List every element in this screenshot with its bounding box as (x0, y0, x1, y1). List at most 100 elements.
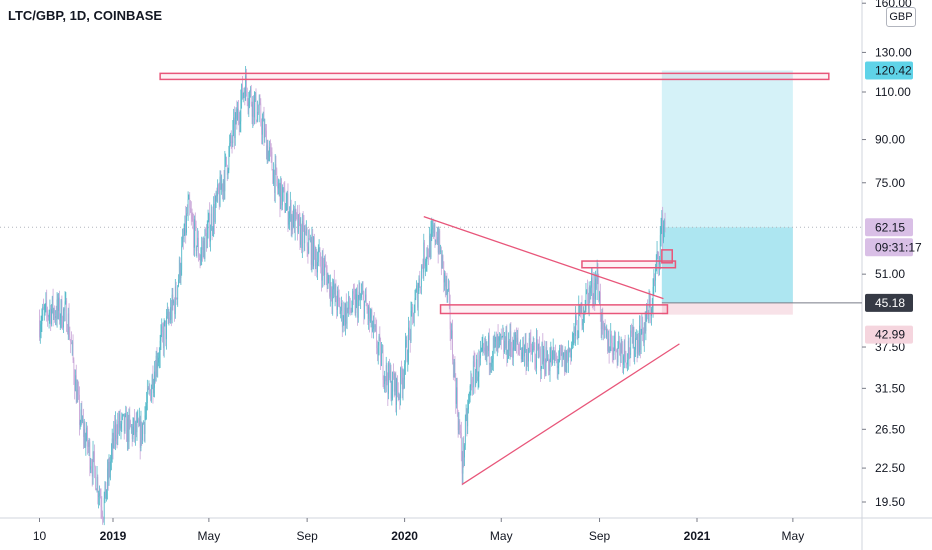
candle (42, 303, 44, 321)
candle (533, 338, 535, 351)
candle-body (548, 369, 550, 372)
candle (230, 132, 231, 147)
candle (51, 304, 52, 327)
candle (407, 349, 409, 372)
candle (240, 89, 242, 133)
candle (250, 86, 251, 98)
candle-body (592, 298, 594, 300)
candle (617, 341, 619, 366)
candle-body (297, 214, 298, 233)
candle (415, 288, 417, 301)
candle-body (603, 324, 605, 331)
candle-body (489, 363, 491, 365)
candle (52, 288, 54, 327)
candle (528, 347, 529, 372)
candle-body (574, 327, 576, 336)
breakout-box[interactable] (581, 260, 677, 269)
candle-body (71, 342, 73, 344)
candle (389, 362, 391, 383)
candle (547, 350, 549, 362)
candle (215, 190, 217, 208)
support-box[interactable] (439, 304, 669, 315)
candle-body (76, 389, 78, 403)
currency-button[interactable]: GBP (886, 7, 916, 27)
candle (239, 110, 241, 133)
candle-body (74, 378, 76, 391)
candle-body (544, 349, 545, 370)
ascending-trendline[interactable] (461, 343, 680, 485)
candle-body (540, 368, 542, 371)
candle-body (300, 224, 302, 245)
candle-body (247, 101, 249, 107)
candle (106, 489, 108, 502)
resistance-box[interactable] (159, 72, 830, 81)
candle-body (345, 303, 347, 324)
candle (53, 307, 55, 321)
candle (468, 391, 470, 404)
candle-body (45, 300, 47, 305)
candle-body (190, 208, 191, 213)
candle (55, 310, 56, 326)
candle-body (217, 184, 219, 197)
candle (659, 256, 660, 276)
candle (655, 263, 656, 293)
candle (655, 254, 657, 272)
candle-body (274, 164, 276, 193)
candle (46, 289, 48, 322)
candle (489, 362, 491, 376)
candle-body (341, 302, 342, 311)
candle-body (411, 307, 413, 311)
candle-body (635, 336, 637, 339)
descending-trendline[interactable] (423, 216, 664, 300)
candle (599, 290, 600, 306)
candle (652, 278, 654, 318)
candle-body (203, 241, 205, 259)
candle (261, 118, 262, 145)
candle (75, 364, 77, 405)
x-tick-label: 2019 (100, 529, 127, 543)
candle-body (587, 289, 588, 294)
candle-body (235, 109, 237, 119)
candle-body (255, 92, 257, 120)
retest-box[interactable] (661, 249, 673, 264)
candle (289, 206, 290, 231)
candle (555, 352, 557, 364)
candle-body (468, 400, 469, 410)
candle-body (595, 278, 596, 300)
candle-body (588, 287, 590, 309)
candle-body (151, 375, 153, 389)
candle (565, 350, 567, 375)
candle-body (389, 363, 390, 378)
candle (87, 425, 88, 455)
candle-body (200, 253, 202, 261)
candle-body (482, 344, 484, 346)
candle-body (246, 89, 248, 102)
candle (171, 287, 173, 324)
candle-body (325, 266, 327, 274)
candle (263, 106, 265, 146)
candle-body (542, 343, 544, 362)
candle-body (165, 320, 167, 340)
candle (502, 324, 504, 338)
candle (470, 370, 472, 396)
candle-body (643, 331, 644, 343)
target-price-badge-text: 120.42 (875, 64, 912, 78)
candle-body (553, 347, 555, 361)
candle-body (115, 422, 116, 441)
candle (218, 182, 220, 210)
candle (290, 199, 292, 237)
candle-body (115, 422, 117, 435)
candle (74, 369, 76, 400)
candle (363, 290, 365, 325)
candle (352, 288, 354, 313)
candle-body (134, 418, 135, 435)
candle-body (286, 203, 287, 211)
countdown-badge: 09:31:17 (865, 238, 922, 257)
candle-body (111, 450, 112, 462)
candle-body (510, 331, 512, 347)
candle-body (162, 326, 163, 333)
candle-body (234, 117, 235, 139)
candle-body (565, 352, 567, 373)
candle (579, 303, 581, 318)
